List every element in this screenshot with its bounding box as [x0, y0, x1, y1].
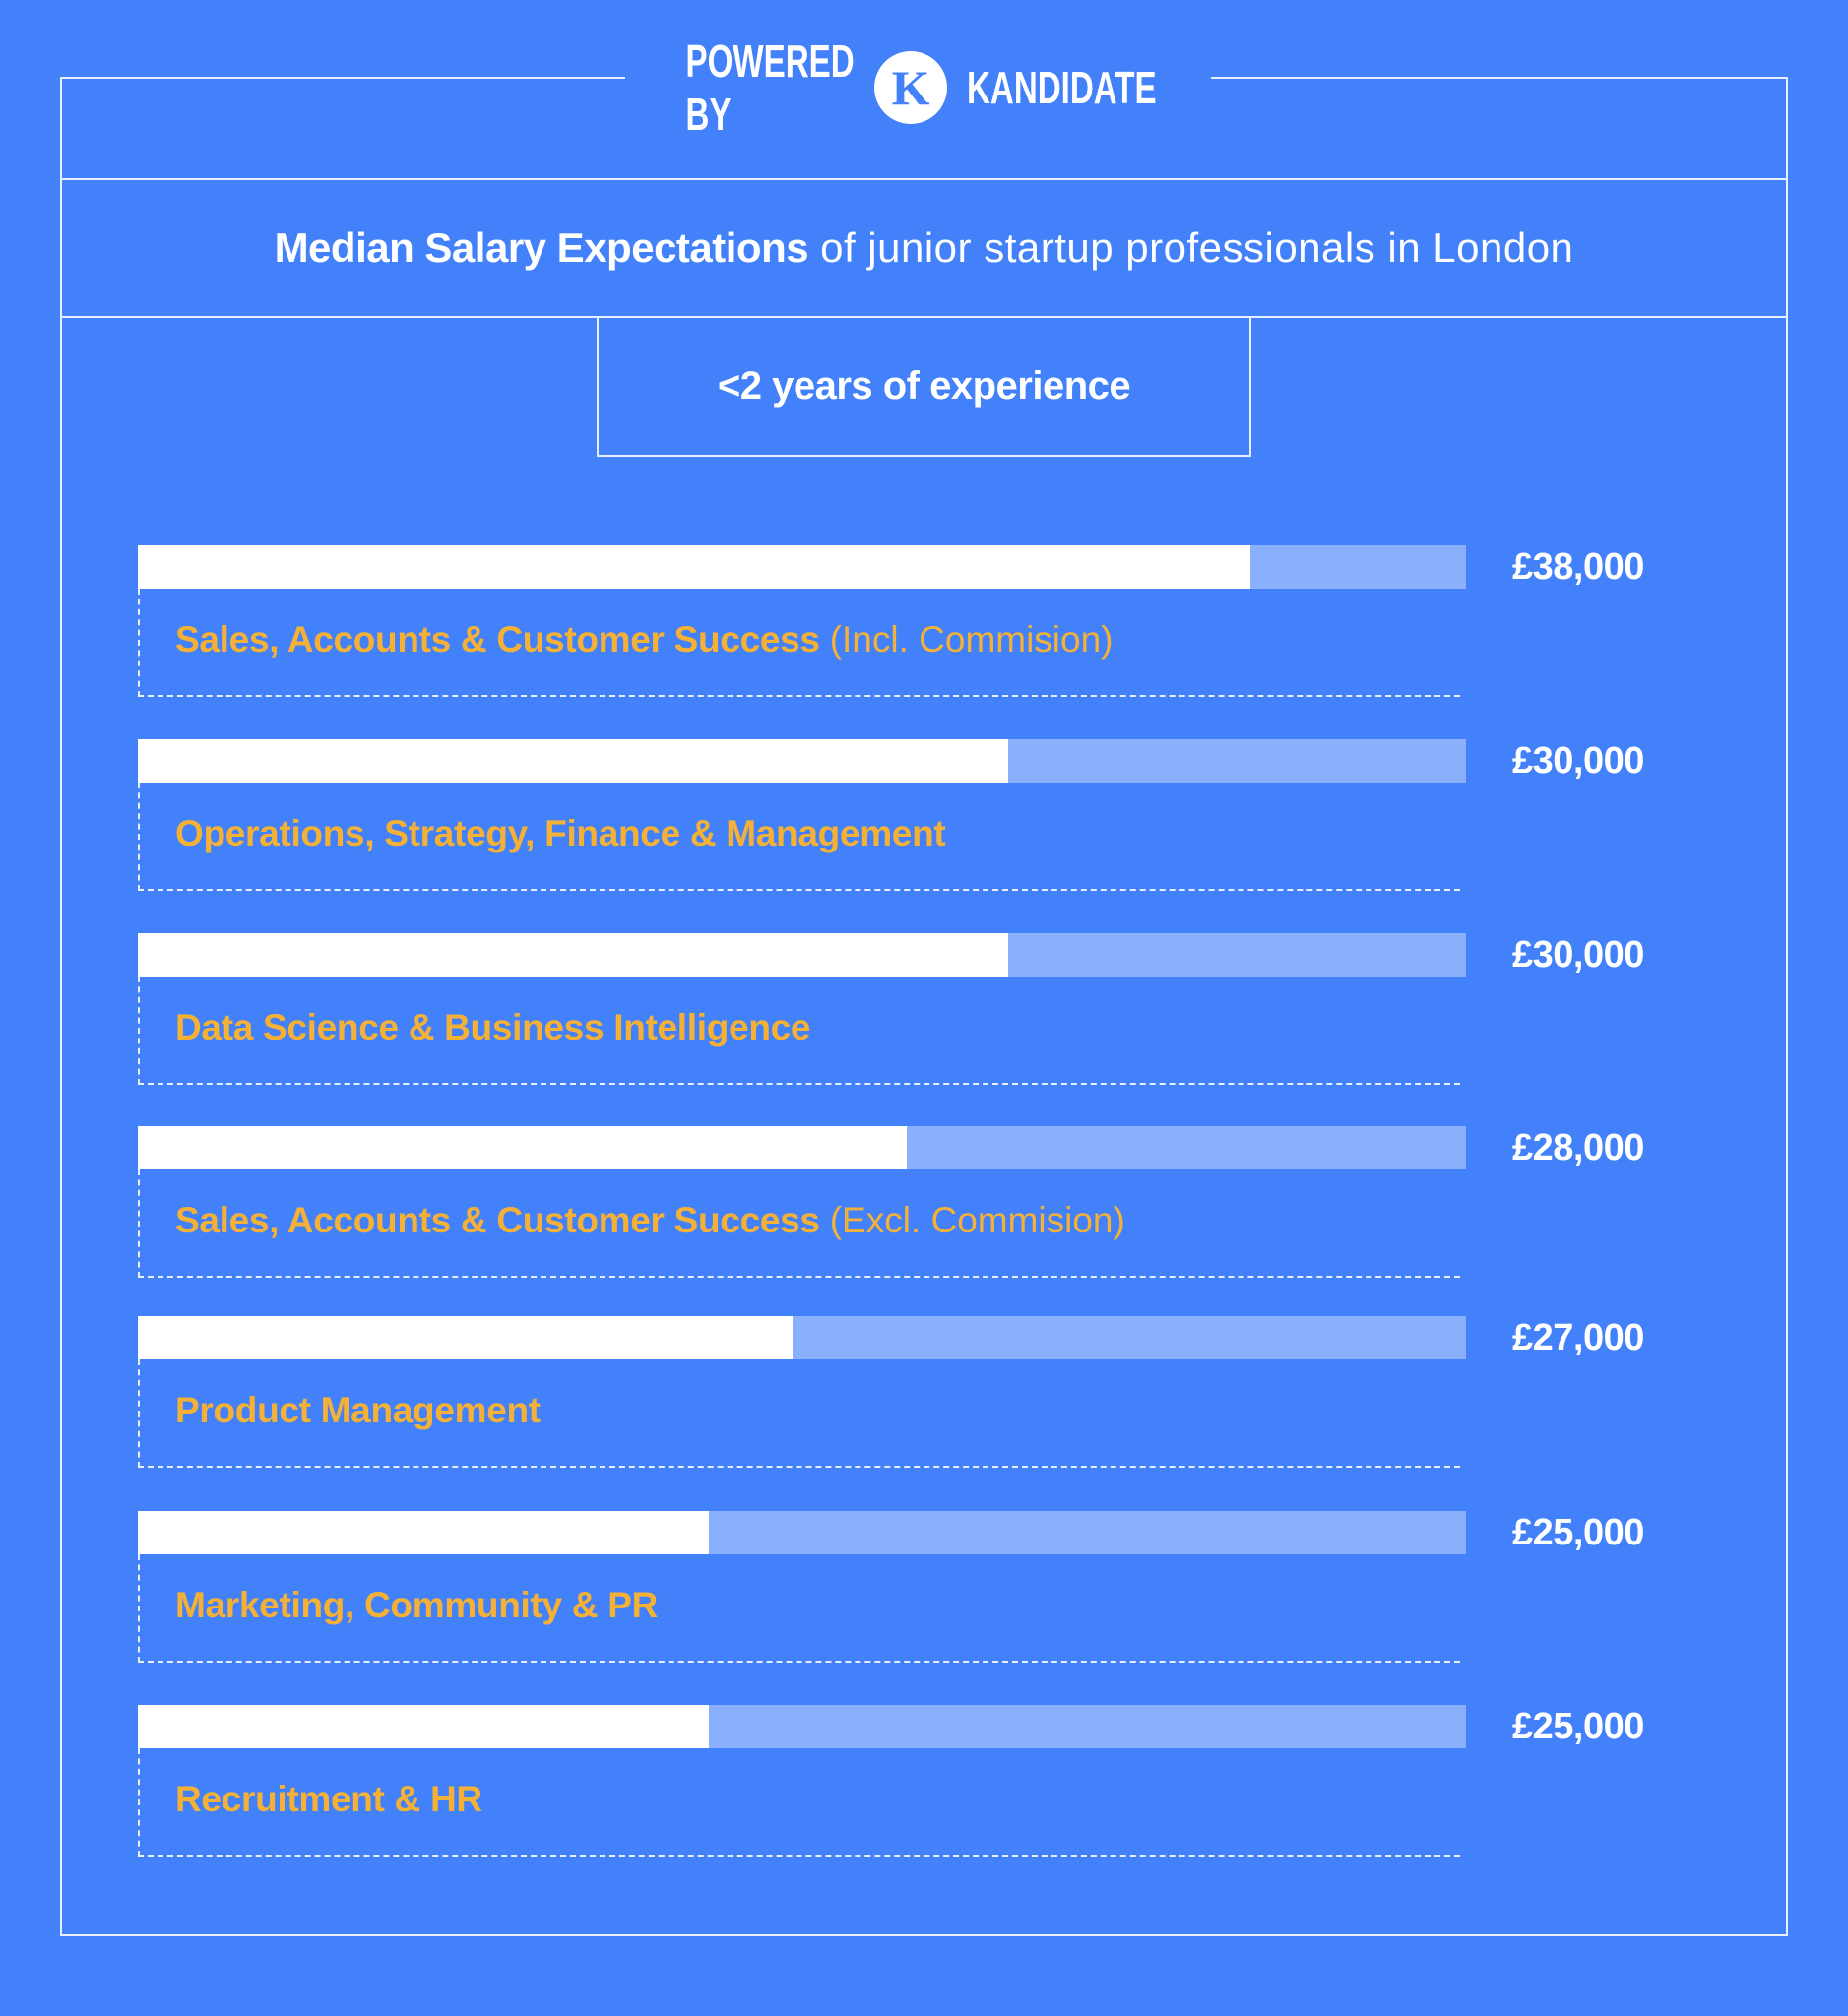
- bar-fill: [138, 1316, 793, 1359]
- dashed-divider: [138, 1169, 1460, 1278]
- salary-row: £27,000 Product Management: [138, 1316, 1812, 1503]
- role-label: Recruitment & HR: [175, 1779, 482, 1819]
- kandidate-logo-icon: K: [874, 51, 948, 124]
- dashed-divider: [138, 1554, 1460, 1663]
- frame-top-right-line: [1211, 77, 1788, 79]
- salary-value: £27,000: [1512, 1317, 1644, 1358]
- role-label: Operations, Strategy, Finance & Manageme…: [175, 813, 946, 853]
- title-bold: Median Salary Expectations: [274, 224, 809, 271]
- salary-value: £25,000: [1512, 1512, 1644, 1553]
- dashed-divider: [138, 1748, 1460, 1857]
- experience-badge: <2 years of experience: [597, 317, 1251, 457]
- role-note: (Excl. Commision): [829, 1200, 1125, 1240]
- salary-row: £28,000 Sales, Accounts & Customer Succe…: [138, 1126, 1812, 1313]
- dashed-divider: [138, 1359, 1460, 1468]
- header-divider: [60, 178, 1788, 180]
- role-note: (Incl. Commision): [829, 619, 1114, 660]
- page-title: Median Salary Expectations of junior sta…: [62, 179, 1786, 317]
- salary-row: £30,000 Operations, Strategy, Finance & …: [138, 739, 1812, 926]
- salary-row: £25,000 Recruitment & HR: [138, 1705, 1812, 1892]
- salary-value: £38,000: [1512, 546, 1644, 588]
- frame-top-left-line: [60, 77, 625, 79]
- salary-value: £30,000: [1512, 934, 1644, 976]
- role-label: Sales, Accounts & Customer Success (Incl.…: [175, 619, 1114, 660]
- bar-fill: [138, 1705, 709, 1748]
- brand-name: KANDIDATE: [967, 62, 1157, 113]
- bar-track: [138, 1705, 1466, 1748]
- role-label: Product Management: [175, 1390, 541, 1430]
- dashed-divider: [138, 589, 1460, 697]
- powered-by-text: POWERED BY: [685, 35, 856, 140]
- frame-right-line: [1786, 77, 1788, 1936]
- bar-fill: [138, 933, 1008, 976]
- salary-row: £25,000 Marketing, Community & PR: [138, 1511, 1812, 1698]
- salary-value: £30,000: [1512, 740, 1644, 782]
- bar-track: [138, 1126, 1466, 1169]
- salary-row: £38,000 Sales, Accounts & Customer Succe…: [138, 545, 1812, 732]
- bar-fill: [138, 1126, 907, 1169]
- bar-track: [138, 1316, 1466, 1359]
- salary-row: £30,000 Data Science & Business Intellig…: [138, 933, 1812, 1120]
- bar-fill: [138, 545, 1250, 589]
- title-divider: [60, 316, 1788, 318]
- title-rest: of junior startup professionals in Londo…: [820, 224, 1574, 271]
- powered-by-brand: POWERED BY K KANDIDATE: [650, 35, 1201, 140]
- bar-track: [138, 1511, 1466, 1554]
- bar-track: [138, 739, 1466, 783]
- bar-track: [138, 545, 1466, 589]
- dashed-divider: [138, 783, 1460, 891]
- salary-value: £28,000: [1512, 1127, 1644, 1168]
- frame-left-line: [60, 77, 62, 1936]
- role-label: Sales, Accounts & Customer Success (Excl.…: [175, 1200, 1125, 1240]
- salary-value: £25,000: [1512, 1706, 1644, 1747]
- bar-track: [138, 933, 1466, 976]
- dashed-divider: [138, 976, 1460, 1085]
- role-label: Data Science & Business Intelligence: [175, 1007, 811, 1047]
- role-label: Marketing, Community & PR: [175, 1585, 658, 1625]
- frame-bottom-line: [60, 1934, 1788, 1936]
- bar-fill: [138, 739, 1008, 783]
- experience-label: <2 years of experience: [717, 363, 1131, 408]
- bar-fill: [138, 1511, 709, 1554]
